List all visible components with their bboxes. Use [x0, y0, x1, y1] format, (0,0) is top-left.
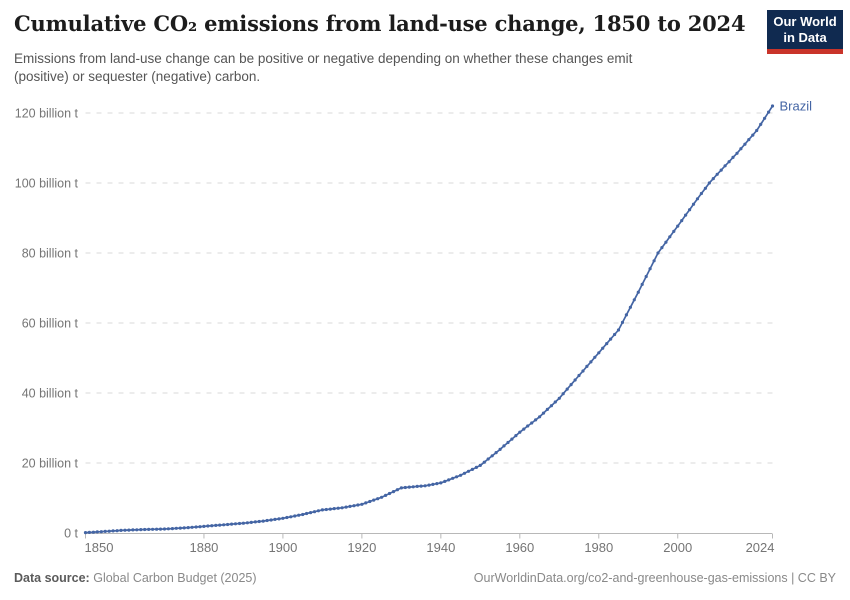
brazil-series-markers[interactable] [83, 104, 775, 535]
owid-logo[interactable]: Our World in Data [767, 10, 843, 54]
data-source-value: Global Carbon Budget (2025) [93, 571, 257, 585]
data-source-note: Data source: Global Carbon Budget (2025) [14, 571, 257, 585]
x-axis-label: 2024 [746, 540, 775, 555]
x-axis-label: 1960 [505, 540, 534, 555]
y-axis-label: 80 billion t [22, 247, 79, 261]
x-axis-label: 1920 [347, 540, 376, 555]
attribution-note: OurWorldinData.org/co2-and-greenhouse-ga… [473, 571, 836, 585]
x-axis-label: 1900 [268, 540, 297, 555]
y-axis-label: 0 t [64, 527, 78, 541]
x-axis-label: 1880 [189, 540, 218, 555]
brazil-series-line[interactable] [85, 105, 774, 534]
y-axis-label: 120 billion t [15, 107, 79, 121]
brazil-series[interactable] [83, 104, 775, 535]
x-axis-label: 1850 [85, 540, 114, 555]
data-source-label: Data source: [14, 571, 90, 585]
x-axis-label: 1980 [584, 540, 613, 555]
series-label-brazil[interactable]: Brazil [780, 99, 813, 114]
chart-title: Cumulative CO₂ emissions from land-use c… [14, 11, 746, 36]
owid-logo-line1: Our World [773, 14, 837, 29]
owid-logo-line2: in Data [783, 30, 827, 45]
owid-logo-accent-bar [767, 49, 843, 54]
x-axis-label: 1940 [426, 540, 455, 555]
y-axis-label: 20 billion t [22, 457, 79, 471]
x-axis-label: 2000 [663, 540, 692, 555]
chart-subtitle: Emissions from land-use change can be po… [14, 51, 633, 84]
y-axis-label: 100 billion t [15, 177, 79, 191]
y-axis-label: 40 billion t [22, 387, 79, 401]
y-axis-label: 60 billion t [22, 317, 79, 331]
